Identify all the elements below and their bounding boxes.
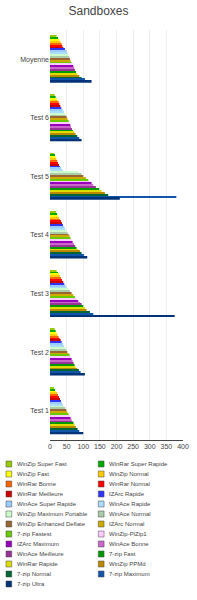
svg-text:200: 200 [111,443,123,450]
svg-text:WinRar Normal: WinRar Normal [109,481,150,487]
svg-text:IZArc Maximum: IZArc Maximum [17,541,59,547]
svg-text:IZArc Normal: IZArc Normal [109,521,144,527]
svg-text:Test 4: Test 4 [30,231,49,238]
svg-text:300: 300 [144,443,156,450]
svg-text:WinZip PPMd: WinZip PPMd [109,561,146,567]
svg-text:Moyenne: Moyenne [20,56,49,64]
svg-text:7-zip Fastest: 7-zip Fastest [17,531,52,537]
svg-text:WinAce Rapide: WinAce Rapide [109,501,151,507]
svg-text:Sandboxes: Sandboxes [68,4,128,18]
svg-text:WinAce Bonne: WinAce Bonne [109,541,149,547]
svg-text:7-zip Fast: 7-zip Fast [109,551,136,557]
svg-text:Test 2: Test 2 [30,349,49,356]
svg-text:WinAce Super Rapide: WinAce Super Rapide [17,501,77,507]
svg-text:250: 250 [127,443,139,450]
svg-text:100: 100 [77,443,89,450]
svg-text:WinRar Super Rapide: WinRar Super Rapide [109,461,168,467]
svg-text:WinRar Rapide: WinRar Rapide [17,561,58,567]
svg-text:7-zip Maximum: 7-zip Maximum [109,571,150,577]
svg-text:WinZip-PiZip1: WinZip-PiZip1 [109,531,147,537]
svg-text:Test 5: Test 5 [30,173,49,180]
svg-text:Test 3: Test 3 [30,290,49,297]
svg-text:Test 1: Test 1 [30,407,49,414]
svg-text:350: 350 [161,443,173,450]
svg-text:400: 400 [177,443,189,450]
svg-text:IZArc Rapide: IZArc Rapide [109,491,145,497]
svg-text:7-zip Ultra: 7-zip Ultra [17,581,45,587]
svg-text:50: 50 [63,443,71,450]
svg-text:WinZip Fast: WinZip Fast [17,471,49,477]
svg-text:WinRar Meilleure: WinRar Meilleure [17,491,64,497]
svg-text:WinZip Super Fast: WinZip Super Fast [17,461,67,467]
svg-text:150: 150 [94,443,106,450]
svg-text:WinZip Enhanced Deflate: WinZip Enhanced Deflate [17,521,86,527]
svg-text:WinZip Normal: WinZip Normal [109,471,149,477]
svg-text:7-zip Normal: 7-zip Normal [17,571,51,577]
svg-text:WinAce Meilleure: WinAce Meilleure [17,551,64,557]
svg-text:WinAce Normal: WinAce Normal [109,511,151,517]
svg-text:0: 0 [48,443,52,450]
svg-text:Test 6: Test 6 [30,114,49,121]
svg-text:WinRar Bonne: WinRar Bonne [17,481,57,487]
svg-text:WinZip Maximum Portable: WinZip Maximum Portable [17,511,88,517]
